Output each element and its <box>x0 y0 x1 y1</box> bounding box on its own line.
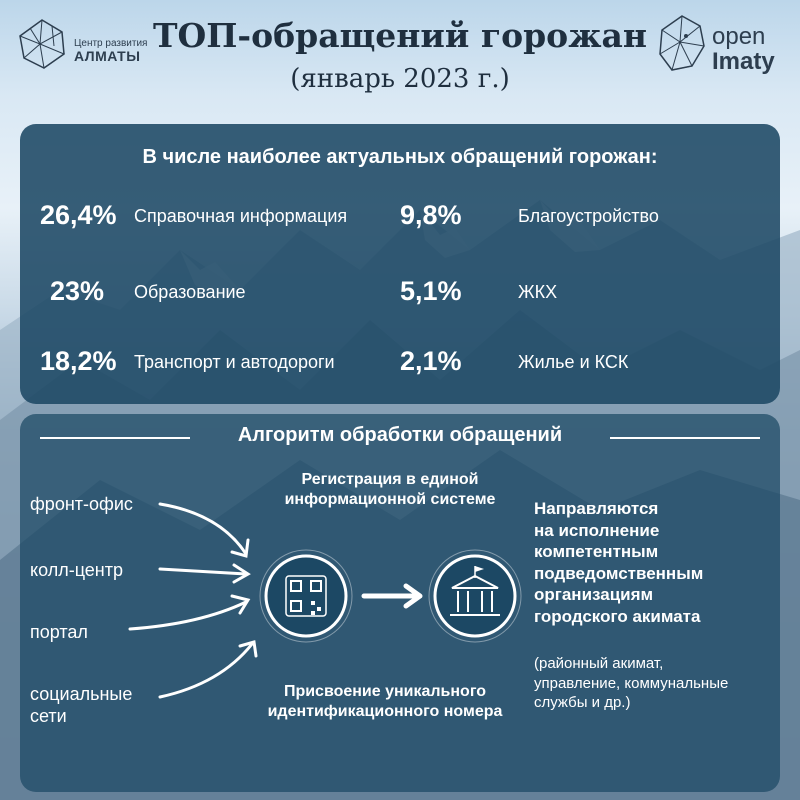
arrow-portal <box>130 602 246 629</box>
polygon-leopard-logo-icon <box>14 16 70 72</box>
channel-arrows <box>130 504 256 697</box>
arrow-front-office <box>160 504 246 554</box>
government-building-icon <box>429 550 521 642</box>
stat-label: Транспорт и автодороги <box>134 352 335 373</box>
logo-right-line1: open <box>712 24 775 49</box>
stat-value: 2,1% <box>400 346 462 377</box>
page-title: ТОП-обращений горожан <box>150 16 650 55</box>
polygon-leopard-head-icon <box>652 12 708 74</box>
stat-label: Образование <box>134 282 246 303</box>
logo-right-text: open Imaty <box>712 24 775 74</box>
step-assign-number: Присвоение уникального идентификационног… <box>250 682 520 722</box>
logo-right-line2: Imaty <box>712 49 775 74</box>
stat-label: Благоустройство <box>518 206 659 227</box>
stat-label: Справочная информация <box>134 206 347 227</box>
channel-social-networks: социальные сети <box>30 684 150 727</box>
result-note: (районный акимат, управление, коммунальн… <box>534 654 774 713</box>
stat-value: 9,8% <box>400 200 462 231</box>
channel-front-office: фронт-офис <box>30 494 133 516</box>
page-subtitle: (январь 2023 г.) <box>150 64 650 94</box>
stat-value: 23% <box>50 276 104 307</box>
stat-label: Жилье и КСК <box>518 352 628 373</box>
step-registration: Регистрация в единой информационной сист… <box>270 470 510 510</box>
logo-left-text: Центр развития АЛМАТЫ <box>74 38 147 64</box>
arrow-right-icon <box>364 586 420 606</box>
arrow-call-center <box>160 569 246 574</box>
top-requests-panel: В числе наиболее актуальных обращений го… <box>20 124 780 404</box>
channel-portal: портал <box>30 622 88 644</box>
logo-almaty-development-center: Центр развития АЛМАТЫ <box>14 10 154 80</box>
arrow-social <box>160 644 252 697</box>
stat-label: ЖКХ <box>518 282 557 303</box>
stat-value: 26,4% <box>40 200 117 231</box>
channel-call-center: колл-центр <box>30 560 123 582</box>
result-title: Направляются на исполнение компетентным … <box>534 498 774 627</box>
stat-value: 5,1% <box>400 276 462 307</box>
top-requests-heading: В числе наиболее актуальных обращений го… <box>20 146 780 169</box>
stat-value: 18,2% <box>40 346 117 377</box>
logo-left-line2: АЛМАТЫ <box>74 49 147 64</box>
logo-open-almaty: open Imaty <box>652 10 792 85</box>
algorithm-panel: Алгоритм обработки обращений фронт-офис … <box>20 414 780 792</box>
algorithm-heading: Алгоритм обработки обращений <box>20 424 780 447</box>
qr-code-icon <box>260 550 352 642</box>
